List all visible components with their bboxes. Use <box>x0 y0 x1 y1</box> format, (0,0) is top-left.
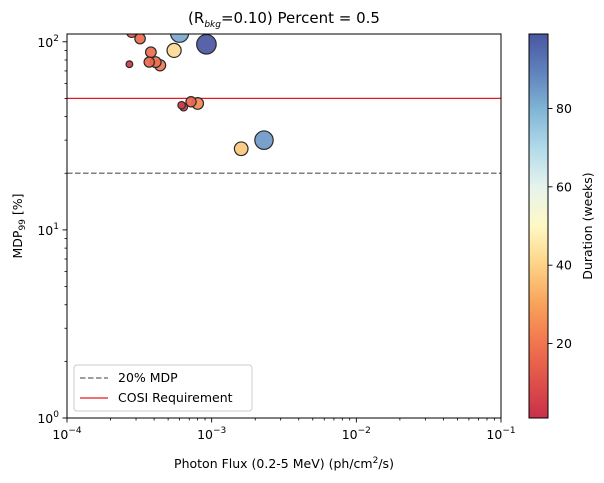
colorbar-tick-label: 20 <box>556 336 572 351</box>
colorbar-tick-label: 80 <box>556 101 572 116</box>
scatter-point <box>177 100 186 110</box>
scatter-point <box>143 56 155 68</box>
legend-label-20pct-mdp: 20% MDP <box>118 370 178 385</box>
legend-box <box>73 364 253 412</box>
data-points <box>125 34 274 157</box>
legend: 20% MDP COSI Requirement <box>73 364 253 412</box>
scatter-point <box>233 141 249 157</box>
colorbar-tick-label: 60 <box>556 179 572 194</box>
y-tick-label: 102 <box>37 34 59 50</box>
reference-lines <box>67 97 501 175</box>
colorbar-tick-label: 40 <box>556 258 572 273</box>
legend-label-cosi-requirement: COSI Requirement <box>118 390 233 405</box>
scatter-point <box>134 34 146 45</box>
x-tick-label: 10−4 <box>52 426 81 442</box>
y-axis-ticks: 100 101 102 <box>37 34 67 426</box>
y-tick-label: 100 <box>37 410 59 426</box>
scatter-point <box>126 34 138 39</box>
x-axis-ticks: 10−4 10−3 10−2 10−1 <box>52 418 516 442</box>
scatter-point <box>169 34 190 43</box>
scatter-point <box>196 34 217 55</box>
scatter-point <box>125 60 134 69</box>
scatter-point <box>166 42 182 59</box>
colorbar-label: Duration (weeks) <box>580 172 595 279</box>
x-tick-label: 10−1 <box>486 426 515 442</box>
colorbar-ticks: 20 40 60 80 <box>548 101 572 351</box>
y-tick-label: 101 <box>37 222 59 238</box>
x-axis-label: Photon Flux (0.2-5 MeV) (ph/cm2/s) <box>174 456 394 471</box>
scatter-point <box>185 96 197 108</box>
x-tick-label: 10−3 <box>197 426 226 442</box>
scatter-point <box>144 46 157 59</box>
scatter-point <box>254 130 274 150</box>
colorbar <box>528 33 549 419</box>
y-axis-label: MDP99 [%] <box>10 193 28 258</box>
x-tick-label: 10−2 <box>342 426 371 442</box>
chart-title: (Rbkg=0.10) Percent = 0.5 <box>188 9 380 30</box>
plot-frame <box>66 33 502 419</box>
